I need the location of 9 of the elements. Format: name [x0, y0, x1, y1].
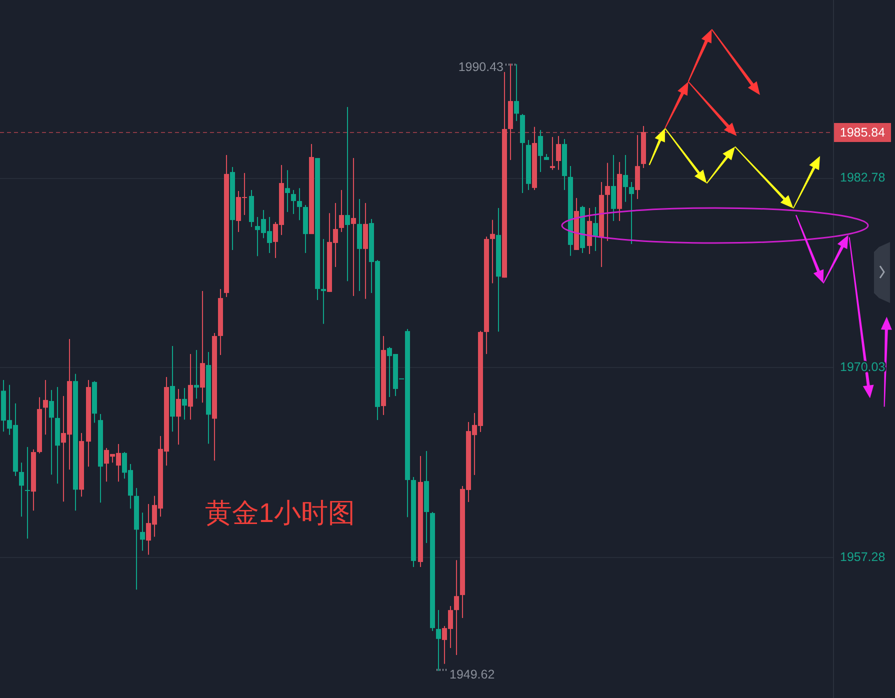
annotation: 1949.62	[450, 667, 495, 682]
title: 黄金1小时图	[204, 498, 355, 528]
y-tick-label: 1982.78	[840, 170, 886, 185]
ref-line-label: 1985.84	[834, 123, 891, 142]
ref-line-label: 1985.84	[840, 126, 886, 140]
annotation: 1990.43	[458, 60, 516, 74]
y-tick-label: 1957.28	[840, 550, 886, 564]
annotation: 1990.43	[458, 60, 504, 74]
annotation: 1949.62	[436, 667, 495, 682]
